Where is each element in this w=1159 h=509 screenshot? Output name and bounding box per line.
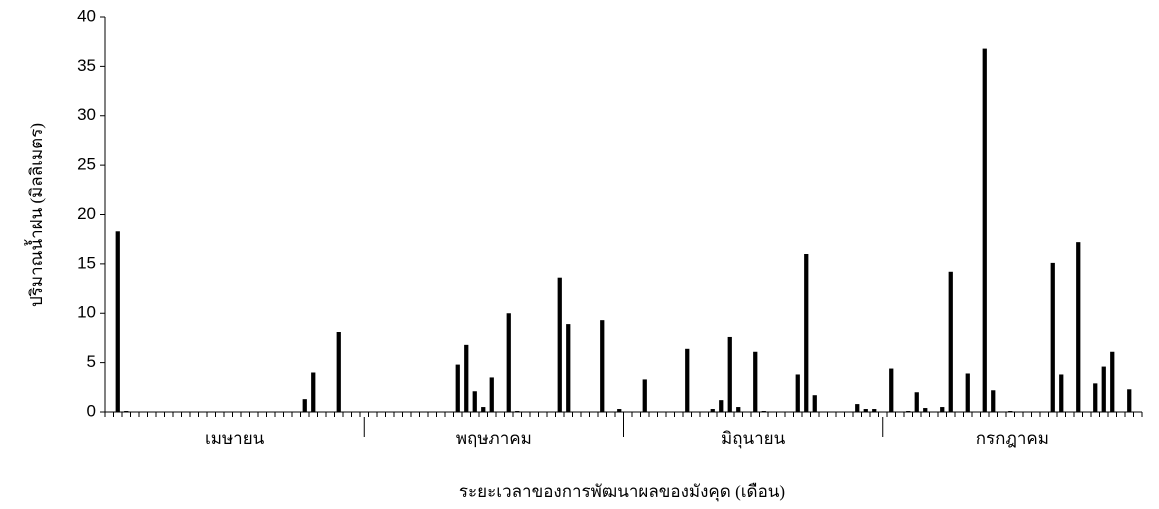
bar [600, 320, 605, 412]
month-label: เมษายน [205, 429, 265, 448]
bar [464, 344, 469, 412]
bar [761, 411, 766, 412]
bar [863, 409, 868, 412]
bar [940, 407, 945, 412]
bar [557, 277, 562, 412]
x-axis-label: ระยะเวลาของการพัฒนาผลของมังคุด (เดือน) [459, 482, 785, 502]
bar [1101, 366, 1106, 412]
bar [795, 374, 800, 412]
y-tick-label: 25 [77, 155, 96, 174]
bar [1008, 411, 1013, 412]
bar [302, 399, 307, 412]
bar [685, 348, 690, 412]
bar [736, 407, 741, 412]
bar [1050, 262, 1055, 412]
bar [906, 411, 911, 412]
bar [1093, 383, 1098, 412]
bar [566, 324, 571, 412]
bar [472, 391, 477, 412]
bar [1110, 351, 1115, 412]
bar [617, 409, 622, 412]
bar [311, 372, 316, 412]
y-tick-label: 20 [77, 204, 96, 223]
bar [115, 231, 120, 412]
bar [455, 364, 460, 412]
bar [889, 368, 894, 412]
bar [489, 377, 494, 412]
y-tick-label: 35 [77, 56, 96, 75]
bar [1059, 374, 1064, 412]
bar [812, 395, 817, 412]
bar [753, 351, 758, 412]
bar [923, 408, 928, 412]
bar [710, 409, 715, 412]
bar [914, 392, 919, 412]
bar [965, 373, 970, 412]
month-label: กรกฎาคม [976, 429, 1049, 448]
bar [982, 48, 987, 412]
bar [948, 271, 953, 412]
bar [515, 411, 520, 412]
month-label: มิถุนายน [721, 429, 786, 449]
bar [506, 313, 511, 412]
y-tick-label: 5 [87, 352, 96, 371]
y-tick-label: 15 [77, 253, 96, 272]
bar [481, 407, 486, 412]
y-axis-label: ปริมาณน้ำฝน (มิลลิเมตร) [24, 123, 46, 307]
bar [1127, 389, 1132, 412]
bar [855, 404, 860, 412]
bar [1076, 242, 1081, 412]
y-tick-label: 30 [77, 105, 96, 124]
bar [124, 411, 129, 412]
y-tick-label: 40 [77, 6, 96, 25]
bar [804, 254, 809, 412]
y-tick-label: 0 [87, 401, 96, 420]
month-label: พฤษภาคม [456, 429, 532, 448]
bar [872, 409, 877, 412]
bar [719, 400, 724, 412]
bar [642, 379, 647, 412]
bar [991, 390, 996, 412]
y-tick-label: 10 [77, 303, 96, 322]
bar [727, 336, 732, 412]
bar [336, 332, 341, 412]
